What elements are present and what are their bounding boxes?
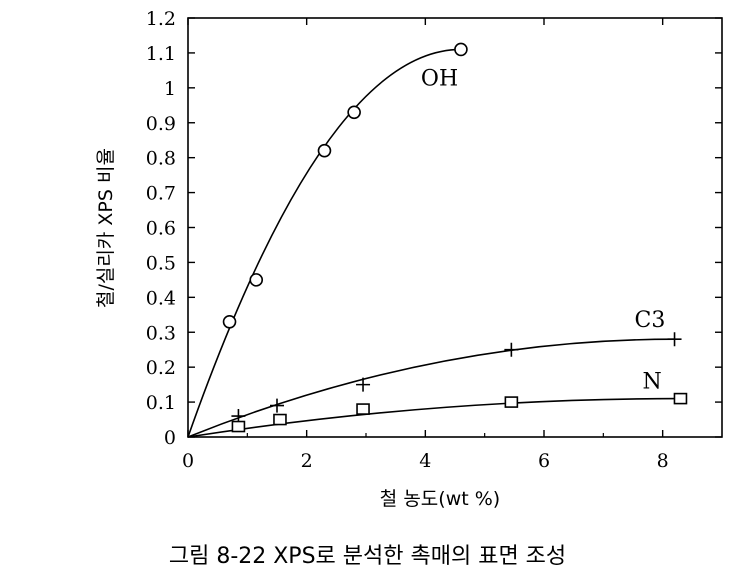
series-label-n: N bbox=[642, 370, 661, 395]
data-point-oh bbox=[347, 105, 361, 120]
fit-curve-c3 bbox=[187, 338, 675, 438]
data-point-n bbox=[504, 396, 519, 408]
y-tick-label: 0 bbox=[164, 427, 176, 449]
x-tick-label: 0 bbox=[182, 450, 194, 472]
y-tick-label: 0.5 bbox=[146, 252, 176, 274]
fit-curve-n bbox=[187, 397, 681, 438]
data-point-oh bbox=[454, 42, 468, 57]
data-point-n bbox=[356, 403, 370, 415]
y-tick-label: 1 bbox=[164, 78, 176, 100]
x-tick-label: 4 bbox=[419, 450, 431, 472]
xps-ratio-chart: 0 2 4 6 8 0 0.1 0.2 0.3 0.4 0.5 0.6 0.7 0.8 0.9 1 1.1 1.… bbox=[95, 8, 723, 510]
data-point-c3 bbox=[270, 398, 284, 413]
y-tick-label: 0.3 bbox=[146, 322, 176, 344]
y-tick-label: 0.2 bbox=[146, 357, 176, 379]
y-axis-ticks: 0 0.1 0.2 0.3 0.4 0.5 0.6 0.7 0.8 0.9 1 1.1 1.2 bbox=[146, 8, 722, 449]
series-label-oh: OH bbox=[421, 66, 458, 91]
data-point-c3 bbox=[667, 332, 682, 347]
x-tick-label: 8 bbox=[657, 450, 669, 472]
fit-curves bbox=[187, 48, 681, 438]
y-tick-label: 0.4 bbox=[146, 287, 176, 309]
y-tick-label: 0.9 bbox=[146, 113, 176, 135]
x-axis-title: 철 농도(wt %) bbox=[380, 488, 500, 510]
data-point-n bbox=[231, 420, 246, 433]
data-point-oh bbox=[317, 143, 332, 158]
y-axis-title: 철/실리카 XPS 비율 bbox=[95, 148, 117, 308]
x-tick-label: 6 bbox=[538, 450, 550, 472]
figure-caption: 그림 8-22 XPS로 분석한 촉매의 표면 조성 bbox=[168, 544, 567, 569]
series-labels: OH C3 N bbox=[421, 66, 665, 394]
y-tick-label: 0.1 bbox=[146, 392, 176, 414]
data-point-oh bbox=[249, 273, 264, 287]
data-point-c3 bbox=[356, 377, 371, 392]
data-point-c3 bbox=[504, 342, 519, 357]
x-tick-label: 2 bbox=[301, 450, 313, 472]
data-points bbox=[222, 42, 688, 433]
y-tick-label: 0.7 bbox=[146, 183, 176, 205]
data-point-n bbox=[673, 392, 688, 405]
x-axis-ticks: 0 2 4 6 8 bbox=[182, 18, 669, 472]
data-point-n bbox=[273, 413, 287, 426]
y-tick-label: 0.6 bbox=[146, 218, 176, 240]
series-label-c3: C3 bbox=[635, 308, 666, 333]
data-point-c3 bbox=[231, 409, 246, 424]
y-tick-label: 1.1 bbox=[146, 43, 176, 65]
y-tick-label: 0.8 bbox=[146, 148, 176, 170]
fit-curve-oh bbox=[187, 48, 461, 438]
data-point-oh bbox=[222, 314, 237, 329]
y-tick-label: 1.2 bbox=[146, 8, 176, 30]
